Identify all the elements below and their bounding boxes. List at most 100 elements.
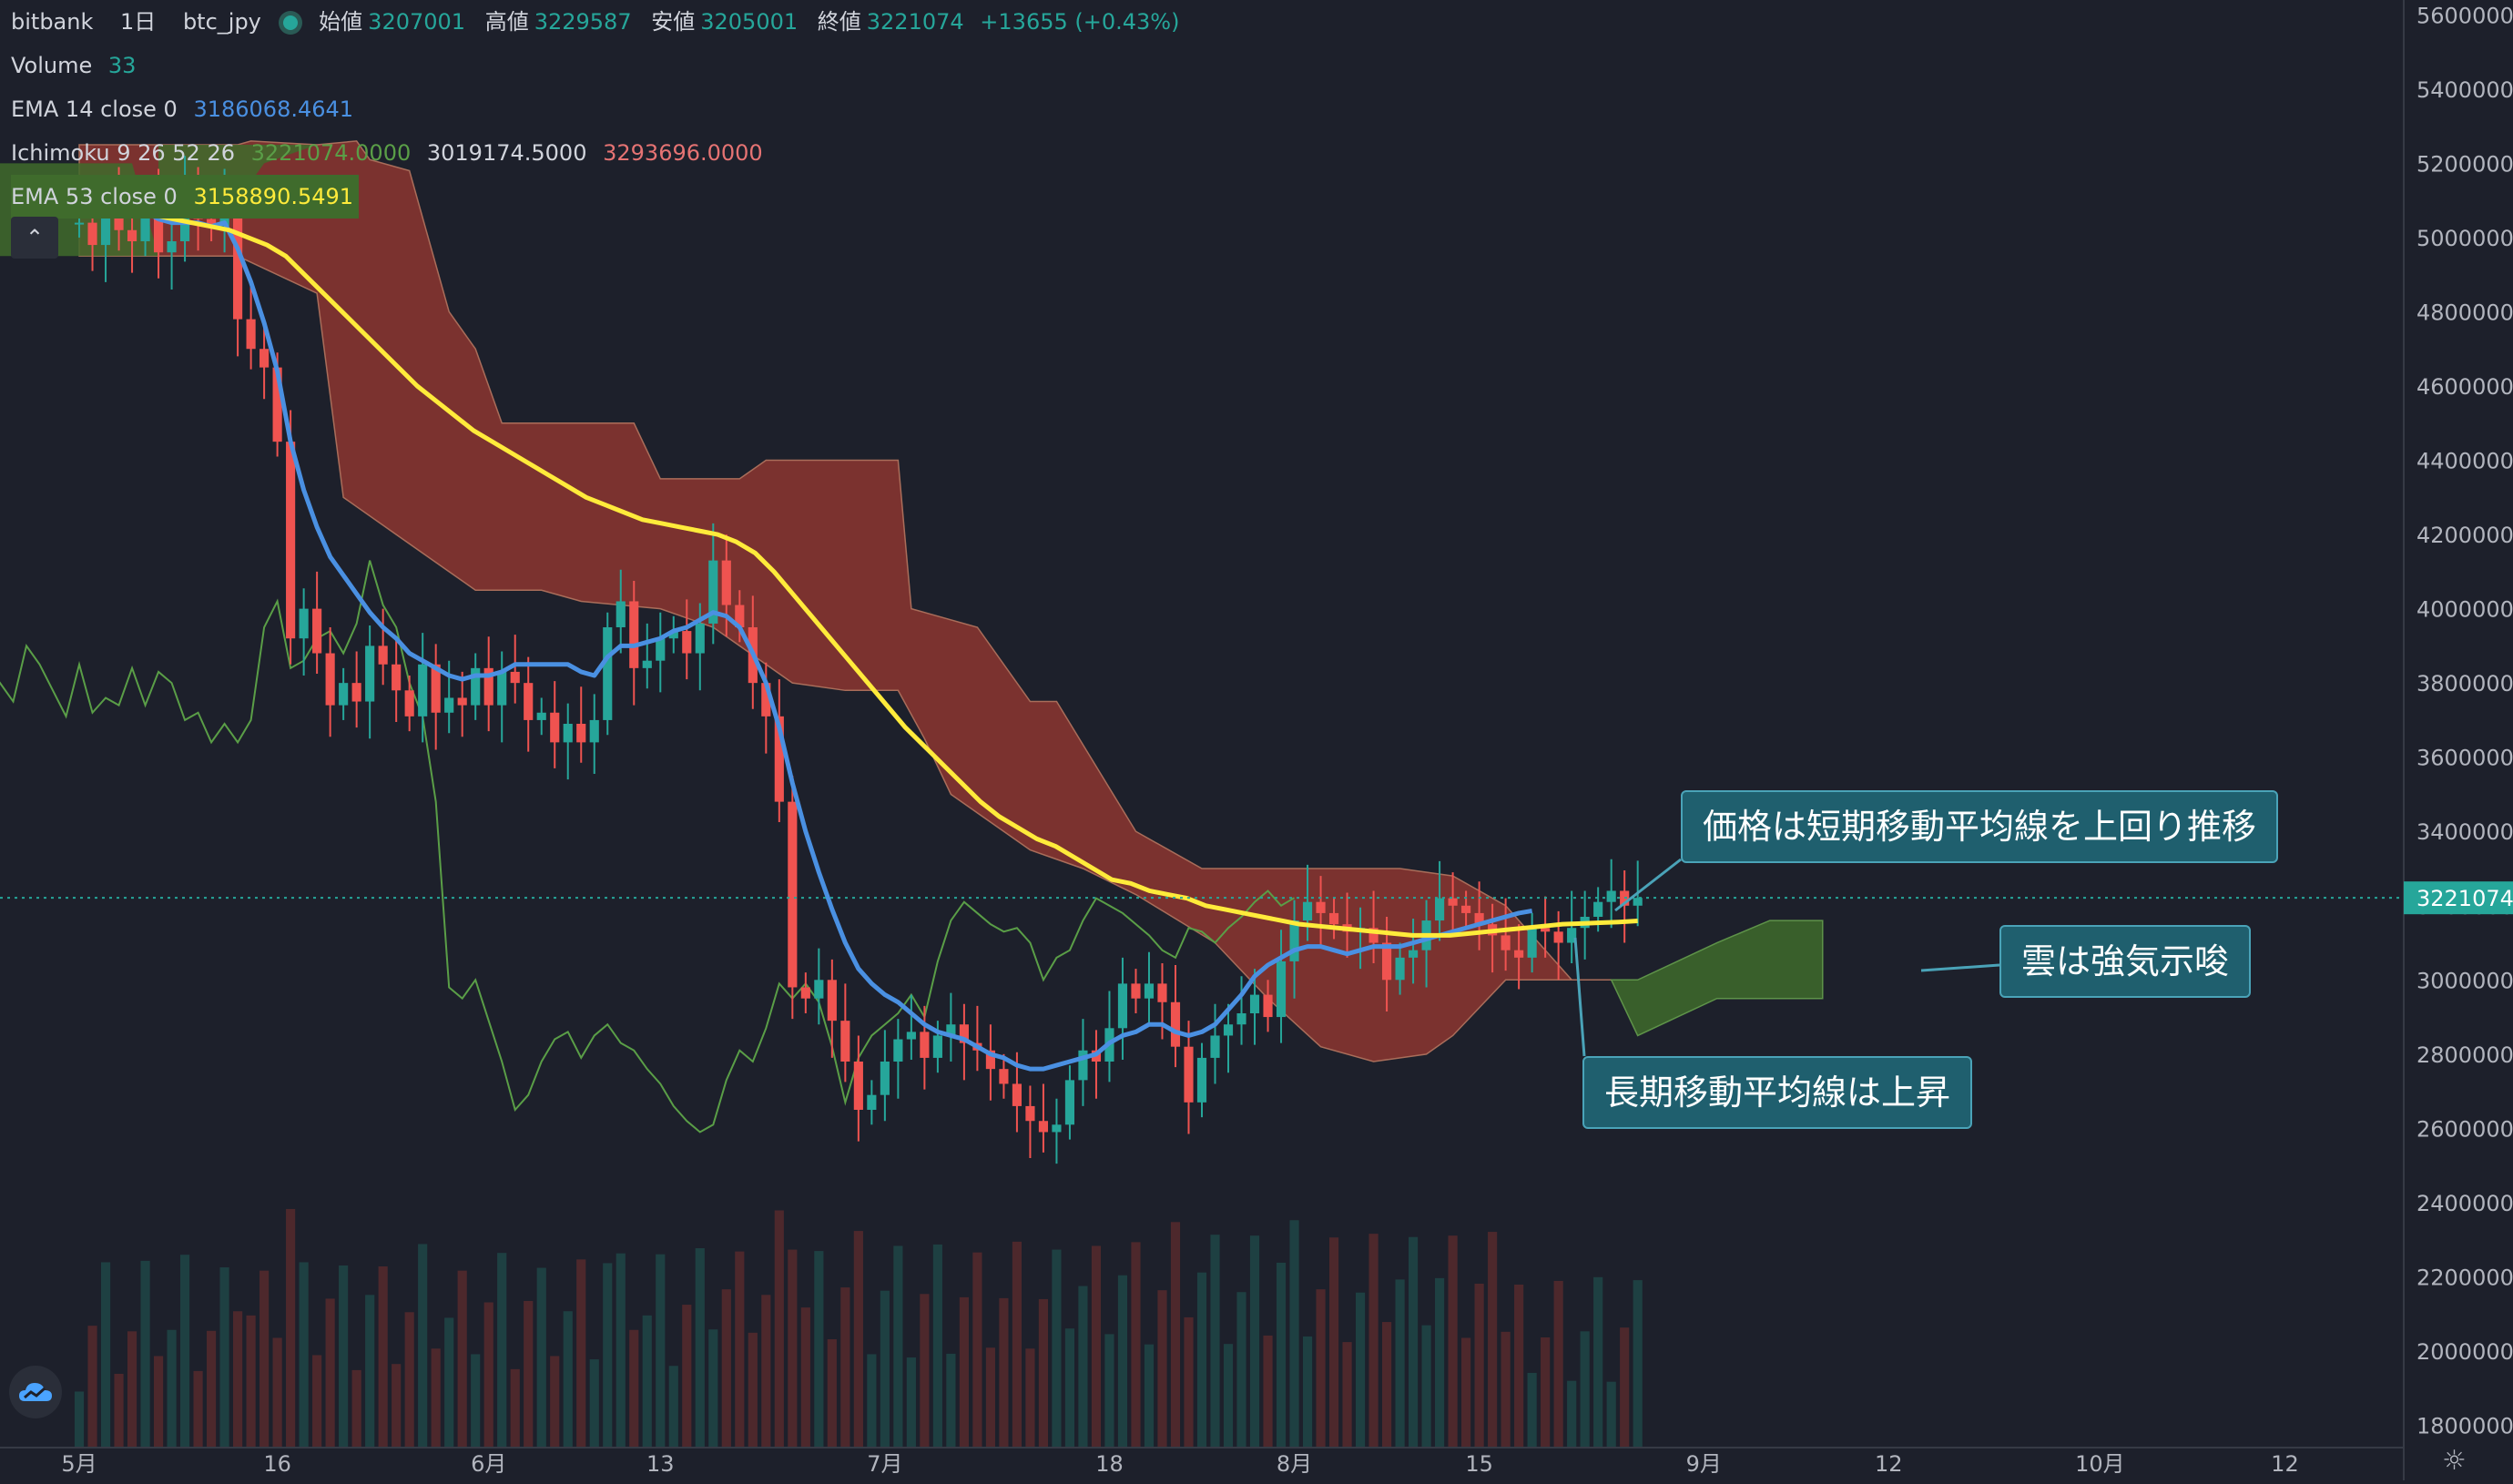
volume-bar [853,1231,863,1448]
volume-bar [1435,1277,1445,1448]
chart-legend: bitbank 1日 btc_jpy 始値 3207001 高値 3229587 安… [0,0,1179,219]
volume-bar [603,1263,613,1448]
volume-bar [1117,1275,1128,1448]
volume-bar [550,1356,560,1448]
candle-body [100,204,111,246]
callout-ema-long: 長期移動平均線は上昇 [1582,1056,1973,1129]
volume-bar [748,1332,758,1448]
volume-bar [1514,1285,1524,1448]
ema53-line [78,198,1638,938]
candle-body [800,987,810,999]
volume-bar [325,1298,335,1448]
candle-body [1633,898,1643,906]
exchange-name[interactable]: bitbank [11,9,94,35]
close-label: 終値 [817,9,861,35]
volume-bar [153,1356,164,1448]
gear-icon[interactable]: ☼ [2442,1445,2467,1477]
candle-body [483,667,493,706]
candle-body [1157,983,1167,1002]
volume-bar [682,1305,692,1448]
candle-body [1052,1124,1062,1133]
price-tick-label: 2200000 [2416,1265,2513,1290]
volume-bar [735,1251,745,1448]
volume-bar [299,1262,309,1448]
volume-bar [1210,1235,1220,1448]
volume-bar [721,1289,731,1448]
candle-body [272,367,282,442]
volume-bar [1421,1325,1431,1448]
candle-body [1263,994,1273,1018]
candle-body [735,605,745,627]
callout-pointer [1920,963,2000,972]
candle-body [365,645,375,702]
candle-body [1567,928,1577,943]
volume-bar [1580,1331,1590,1448]
candle-body [497,671,507,706]
volume-bar [351,1369,361,1448]
volume-bar [920,1294,930,1448]
volume-bar [840,1287,850,1448]
high-label: 高値 [484,9,529,35]
candle-body [351,683,361,702]
price-tick-label: 3600000 [2416,746,2513,771]
volume-bar [536,1267,546,1448]
volume-bar [946,1353,956,1448]
candle-body [140,200,150,241]
candle-body [325,653,335,706]
candle-body [1196,1057,1207,1103]
volume-bar [1289,1220,1299,1448]
time-tick-label: 12 [2271,1451,2299,1477]
candle-body [708,560,718,624]
callout-ema-long-text: 長期移動平均線は上昇 [1604,1072,1951,1113]
candle-body [431,664,441,713]
volume-bar [114,1373,124,1448]
candle-body [1316,901,1326,913]
collapse-legend-button[interactable]: ⌃ [11,217,58,259]
ichimoku-legend[interactable]: Ichimoku 9 26 52 26 3221074.0000 3019174… [0,131,1179,175]
time-tick-label: 15 [1465,1451,1493,1477]
ichimoku-value-1: 3221074.0000 [250,140,412,166]
interval-label[interactable]: 1日 [120,9,157,35]
volume-bar [339,1265,349,1448]
candle-body [299,608,309,639]
candle-body [471,667,481,706]
price-tick-label: 5000000 [2416,226,2513,251]
symbol-name[interactable]: btc_jpy [182,9,261,35]
ema53-legend[interactable]: EMA 53 close 0 3158890.5491 [0,175,1179,219]
ema14-legend[interactable]: EMA 14 close 0 3186068.4641 [0,87,1179,131]
volume-bar [1302,1336,1313,1448]
volume-bar [1328,1237,1339,1448]
volume-bar [1395,1279,1405,1448]
tradingview-cloud-icon[interactable] [9,1366,62,1418]
candle-body [1184,1046,1194,1103]
volume-bar [1263,1335,1273,1448]
candle-body [682,631,692,654]
candle-body [392,664,402,691]
candle-body [985,1050,995,1070]
candle-body [510,671,520,684]
candle-body [1276,961,1287,1018]
candle-body [1078,1050,1088,1081]
volume-bar [1606,1381,1616,1448]
time-tick-label: 10月 [2075,1451,2125,1477]
volume-bar [1038,1298,1049,1448]
volume-bar [642,1315,652,1448]
candle-body [1144,983,1155,999]
volume-bar [378,1266,388,1448]
volume-bar [167,1329,177,1448]
candle-body [418,664,428,717]
logo-glyph [19,1383,52,1401]
candle-body [1368,928,1379,943]
candle-body [946,1024,956,1036]
volume-bar [1091,1245,1102,1448]
candle-body [814,980,824,999]
volume-bar [510,1368,520,1448]
volume-bar [906,1357,916,1448]
candle-body [339,683,349,706]
volume-bar [140,1260,150,1448]
price-tick-label: 3800000 [2416,671,2513,696]
volume-legend[interactable]: Volume 33 [0,44,1179,87]
candle-body [656,638,666,661]
callout-pointer [1614,858,1682,912]
